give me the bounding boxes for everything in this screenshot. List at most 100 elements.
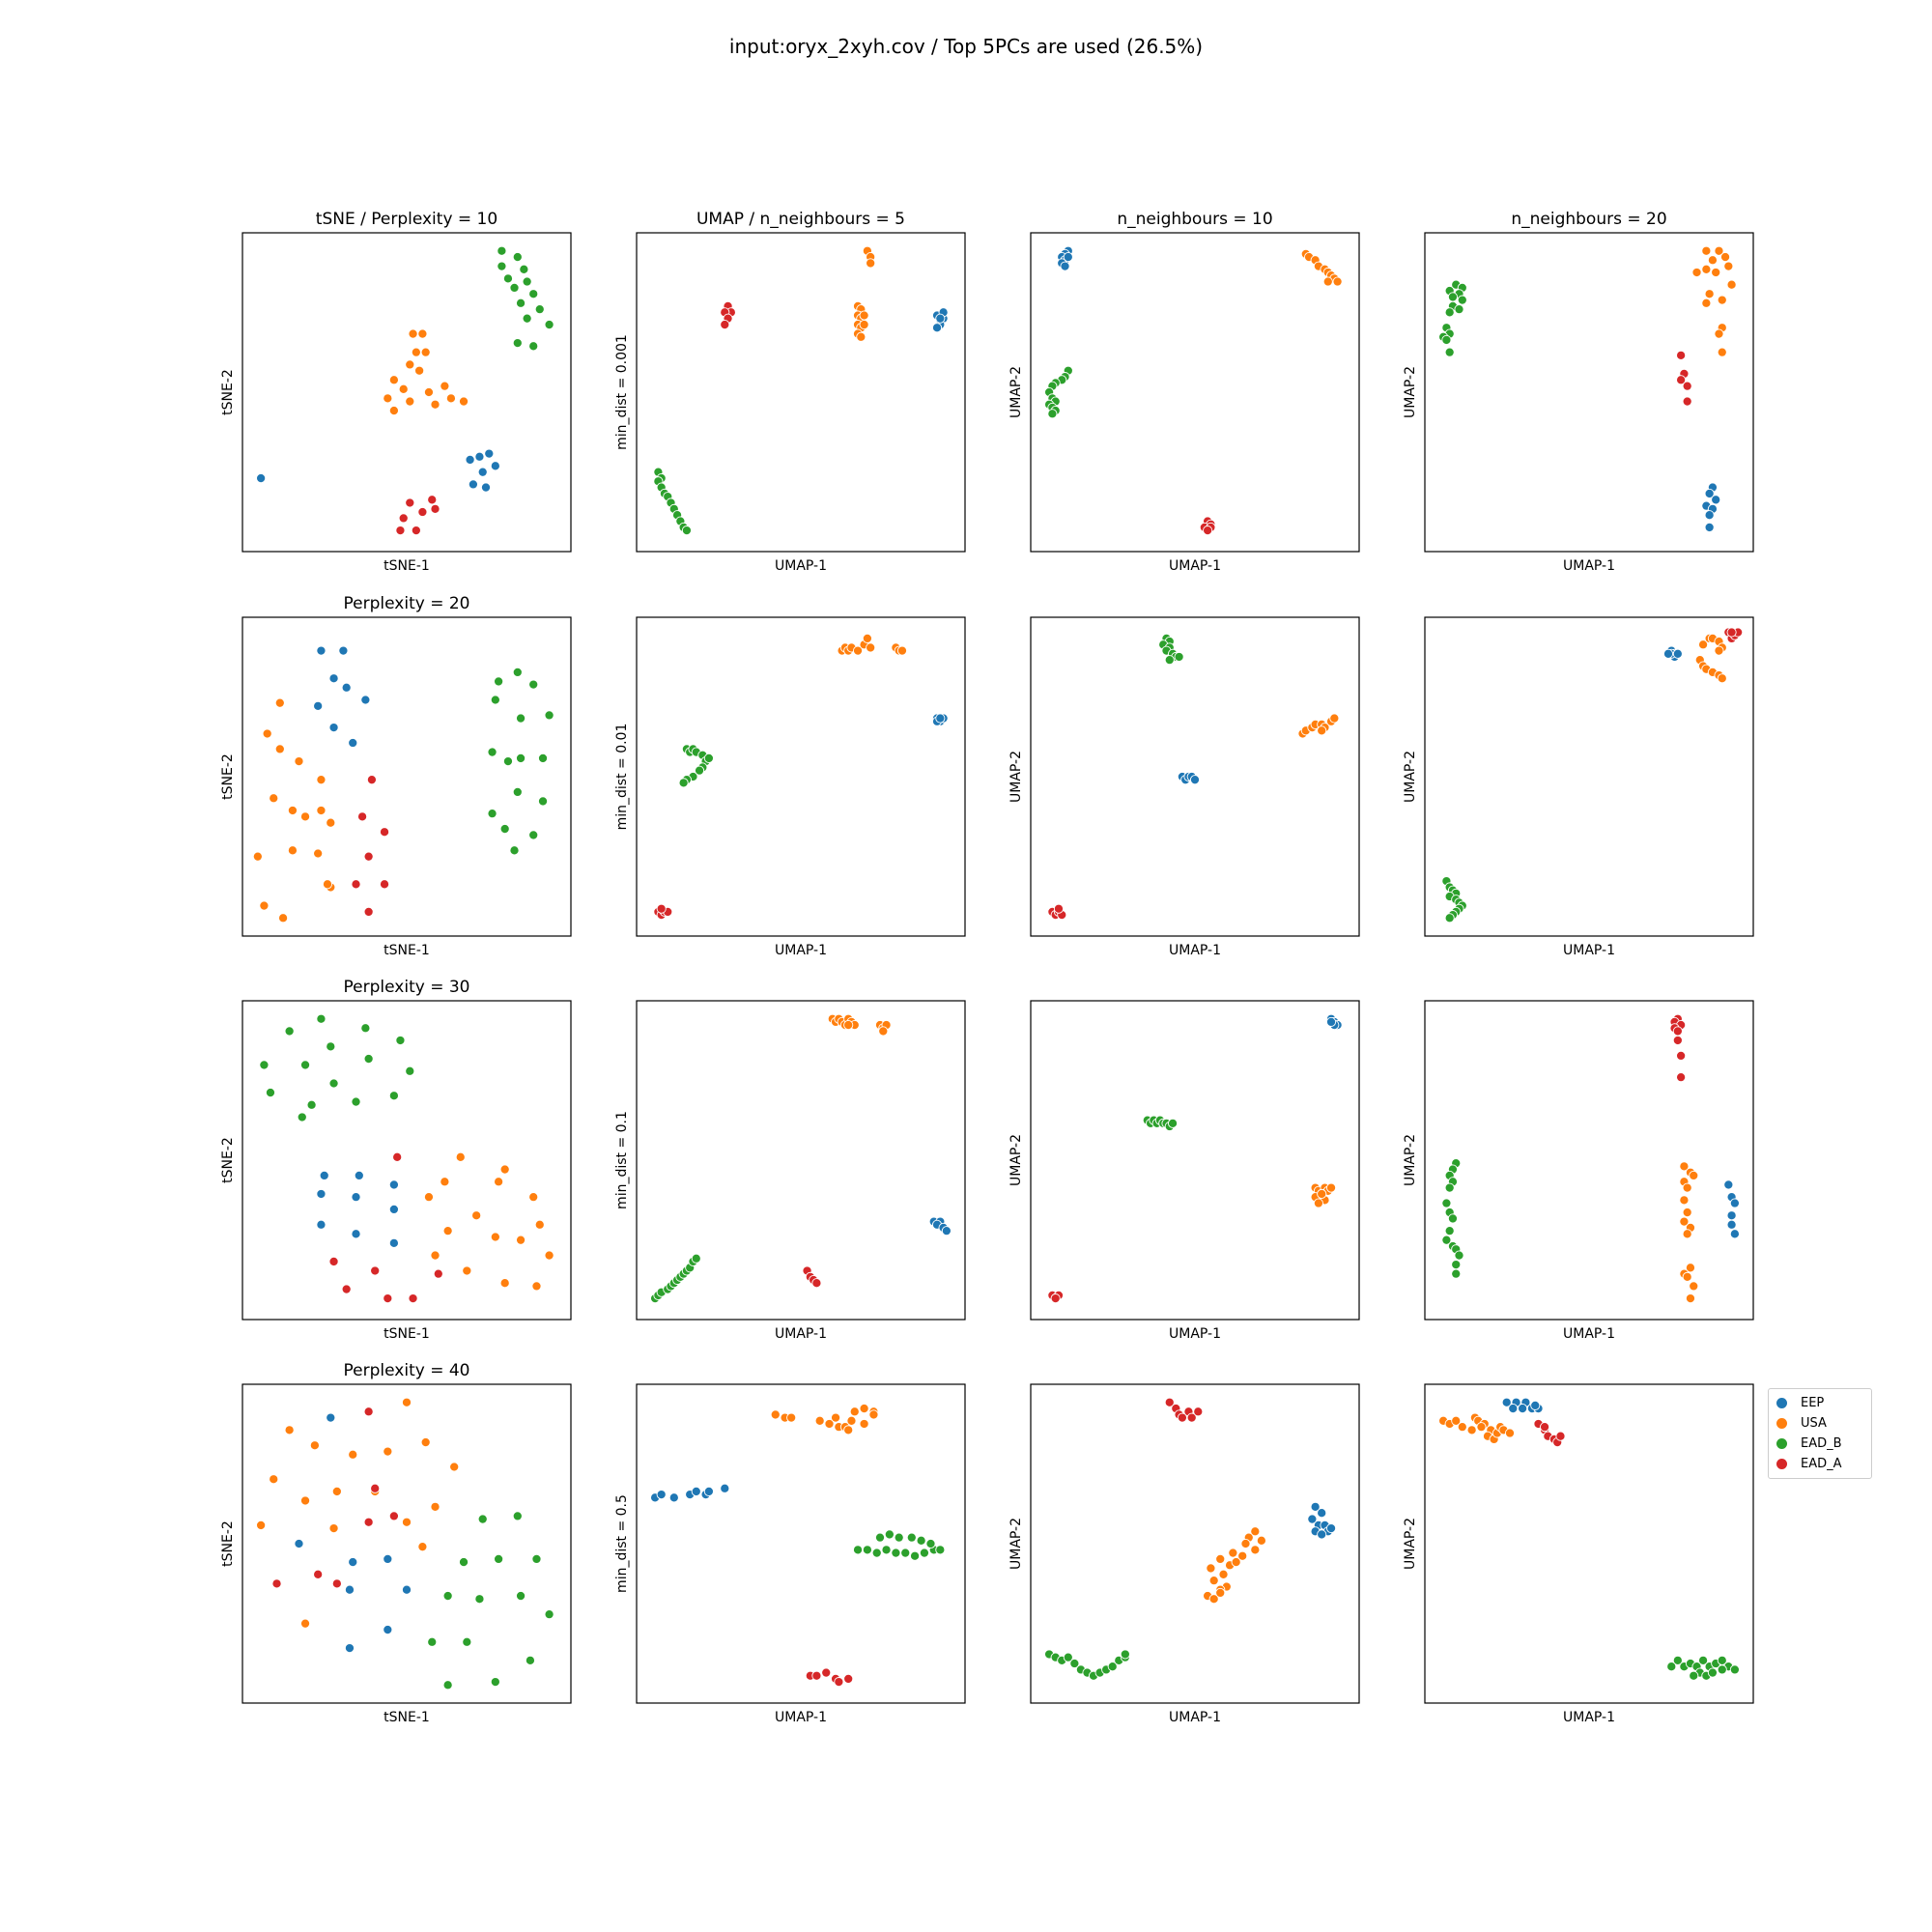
point-ead-b	[519, 264, 529, 274]
point-ead-b	[477, 1514, 488, 1524]
y-axis-label: UMAP-2	[1403, 1134, 1418, 1186]
panel-16: UMAP-1 UMAP-2	[1403, 1383, 1754, 1725]
plot-frame	[636, 232, 966, 553]
point-ead-b	[871, 1548, 882, 1558]
legend-label-ead-b: EAD_B	[1801, 1436, 1842, 1451]
point-ead-a	[1053, 903, 1065, 914]
point-ead-a	[271, 1578, 282, 1589]
point-eep	[1711, 495, 1721, 505]
point-usa	[326, 817, 336, 828]
point-usa	[440, 1177, 450, 1187]
legend-item-eep: EEP	[1776, 1393, 1865, 1413]
point-eep	[354, 1170, 364, 1180]
point-usa	[430, 1501, 440, 1512]
x-axis-label: tSNE-1	[384, 558, 430, 574]
panel-10: UMAP-1 min_dist = 0.1	[614, 1000, 966, 1342]
point-ead-a	[720, 319, 730, 330]
point-ead-b	[691, 1253, 701, 1264]
point-usa	[770, 1409, 781, 1420]
point-usa	[516, 1235, 526, 1245]
point-ead-a	[379, 827, 390, 838]
point-ead-a	[811, 1278, 822, 1289]
point-usa	[401, 1517, 412, 1527]
point-usa	[1711, 267, 1721, 278]
point-usa	[868, 1409, 879, 1420]
point-eep	[1729, 1198, 1740, 1208]
point-ead-b	[874, 1532, 886, 1543]
point-eep	[316, 645, 327, 656]
point-usa	[328, 1523, 339, 1534]
point-ead-b	[265, 1087, 276, 1098]
panel-11: UMAP-1 UMAP-2	[1009, 1000, 1360, 1342]
point-eep	[1317, 1529, 1327, 1540]
point-eep	[341, 682, 352, 693]
point-ead-b	[1120, 1649, 1130, 1660]
point-ead-a	[363, 1406, 374, 1417]
point-ead-b	[678, 778, 689, 788]
point-usa	[1719, 252, 1731, 263]
point-ead-a	[363, 851, 374, 862]
point-usa	[1689, 1170, 1699, 1180]
point-usa	[262, 728, 272, 739]
point-eep	[401, 1584, 412, 1595]
point-usa	[440, 381, 450, 391]
point-eep	[351, 1192, 361, 1203]
point-ead-a	[351, 879, 361, 890]
point-ead-a	[405, 497, 415, 508]
point-usa	[528, 1192, 539, 1203]
point-usa	[843, 1020, 854, 1031]
point-ead-b	[487, 747, 497, 757]
point-usa	[309, 1440, 320, 1451]
point-usa	[1726, 279, 1737, 290]
point-usa	[1228, 1548, 1238, 1558]
panel-14: UMAP-1 min_dist = 0.5	[614, 1383, 966, 1725]
point-ead-b	[509, 845, 520, 856]
plot-frame	[636, 1383, 966, 1704]
point-usa	[1679, 1195, 1690, 1206]
point-ead-b	[1174, 651, 1184, 663]
point-ead-b	[528, 289, 539, 299]
point-usa	[866, 258, 876, 269]
point-usa	[1685, 1293, 1696, 1304]
point-ead-a	[1203, 526, 1213, 536]
point-usa	[252, 851, 263, 862]
x-axis-label: UMAP-1	[1563, 1326, 1615, 1342]
point-eep	[344, 1584, 355, 1595]
point-ead-b	[516, 713, 526, 724]
point-ead-b	[442, 1680, 453, 1690]
point-ead-b	[1069, 1658, 1080, 1669]
point-ead-b	[502, 273, 514, 284]
point-usa	[831, 1412, 841, 1423]
point-ead-b	[1451, 1268, 1462, 1279]
point-ead-b	[862, 1545, 872, 1555]
point-usa	[1256, 1535, 1266, 1546]
y-axis-label: UMAP-2	[1403, 751, 1418, 803]
point-ead-a	[313, 1569, 324, 1579]
point-usa	[1466, 1425, 1477, 1435]
point-ead-b	[502, 756, 514, 767]
point-usa	[1317, 725, 1327, 736]
point-eep	[668, 1492, 679, 1503]
point-ead-b	[544, 319, 554, 330]
point-ead-b	[1447, 1213, 1459, 1224]
point-ead-b	[427, 1636, 438, 1647]
point-ead-a	[379, 879, 390, 890]
point-usa	[458, 396, 469, 407]
x-axis-label: UMAP-1	[775, 943, 827, 958]
point-ead-b	[499, 824, 510, 835]
point-usa	[299, 811, 311, 822]
point-ead-a	[430, 503, 440, 514]
point-eep	[935, 313, 946, 324]
point-usa	[388, 375, 399, 385]
point-usa	[411, 347, 421, 357]
point-ead-b	[1444, 1226, 1455, 1236]
point-usa	[1717, 347, 1727, 357]
point-usa	[896, 645, 908, 656]
point-usa	[1707, 255, 1718, 266]
point-usa	[1250, 1545, 1261, 1555]
point-ead-a	[417, 506, 428, 518]
point-usa	[1332, 276, 1343, 287]
point-usa	[383, 393, 393, 404]
panel-15: UMAP-1 UMAP-2	[1009, 1383, 1360, 1725]
point-ead-a	[834, 1677, 844, 1688]
